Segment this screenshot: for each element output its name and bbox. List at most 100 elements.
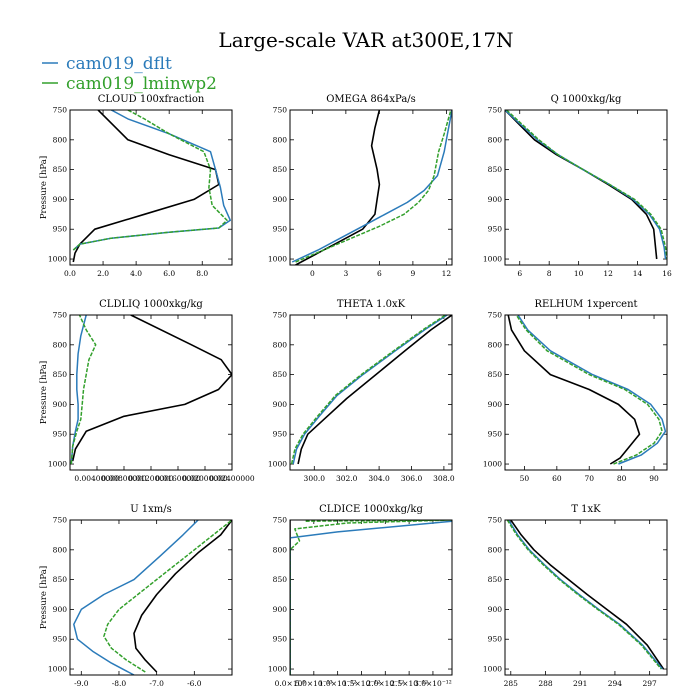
x-tick-label: 4.0 [130,269,142,278]
plot-frame [69,109,233,266]
y-tick-label: 950 [53,430,68,439]
x-tick-label: 70 [584,474,594,483]
y-tick-label: 800 [53,340,68,349]
panel-8: CLDICE 1000xkg/kg 750 800 850 900 950 1000 0.0×… [268,504,453,688]
y-tick-label: 950 [273,225,288,234]
y-tick-label: 900 [273,605,288,614]
x-tick-label: 3.0×10⁻¹² [414,679,452,688]
series-group [70,315,232,465]
series-line-dflt [292,315,448,465]
y-tick-label: 950 [53,225,68,234]
series-group [72,110,232,263]
series-line-ref [507,315,641,465]
x-tick-label: 60 [552,474,562,483]
y-tick-label: 800 [53,545,68,554]
panel-5: THETA 1.0xK 750 800 850 900 950 1000 300.0 302.0… [268,299,455,483]
series-line-ref [72,110,220,263]
x-tick-label: 1.0×10⁻¹² [319,679,357,688]
x-tick-label: -8.0 [112,679,127,688]
x-tick-label: 302.0 [336,474,358,483]
panel-title: THETA 1.0xK [337,299,406,310]
x-tick-label: 14 [633,269,643,278]
series-line-lminwp2 [505,110,667,260]
panel-title: CLDLIQ 1000xkg/kg [99,299,203,310]
x-tick-label: 16 [662,269,672,278]
y-axis-label: Pressure [hPa] [39,156,49,219]
plot-frame [504,314,668,471]
panels: CLOUD 100xfraction75080085090095010000.0… [39,94,672,688]
figure-title: Large-scale VAR at300E,17N [218,28,513,52]
y-tick-label: 950 [488,225,503,234]
x-tick-label: 0.0×10⁰ [275,679,306,688]
series-line-lminwp2 [72,110,228,251]
panel-2: OMEGA 864xPa/s 750 800 850 900 950 1000 0 3 6 9 12 [268,94,453,278]
x-tick-label: 8.0 [196,269,208,278]
y-tick-label: 750 [273,311,288,320]
y-tick-label: 900 [273,195,288,204]
x-tick-label: 0.00400000 [74,474,120,483]
y-tick-label: 850 [53,165,68,174]
y-tick-label: 750 [273,516,288,525]
series-line-ref [71,315,232,462]
x-tick-label: 50 [520,474,530,483]
y-tick-label: 1000 [48,460,67,469]
y-tick-label: 800 [488,340,503,349]
y-tick-label: 850 [53,575,68,584]
series-line-dflt [73,520,199,675]
series-line-dflt [517,315,667,465]
panel-title: T 1xK [571,504,601,515]
panel-3: Q 1000xkg/kg 750 800 850 900 950 1000 6 8 10 12 14 1… [483,94,672,278]
panel-6: RELHUM 1xpercent 750 800 850 900 950 1000 50 60 7… [483,299,668,483]
y-axis-label: Pressure [hPa] [39,361,49,424]
y-tick-label: 900 [273,400,288,409]
series-group [506,520,665,670]
legend: cam019_dflt cam019_lminwp2 [42,54,217,94]
y-tick-label: 850 [488,370,503,379]
series-group [291,110,452,265]
y-tick-label: 850 [273,165,288,174]
series-line-ref [133,520,232,673]
series-line-dflt [505,110,667,260]
x-tick-label: 0.02400000 [209,474,255,483]
x-tick-label: 294 [608,679,623,688]
series-group [73,520,232,675]
y-tick-label: 750 [273,106,288,115]
x-tick-label: -9.0 [74,679,89,688]
y-tick-label: 750 [53,516,68,525]
x-tick-label: 3 [343,269,348,278]
x-tick-label: 297 [642,679,657,688]
y-tick-label: 750 [488,311,503,320]
y-tick-label: 800 [53,135,68,144]
series-line-lminwp2 [506,520,662,670]
series-group [290,315,452,465]
y-tick-label: 850 [53,370,68,379]
series-line-lminwp2 [103,520,232,673]
series-line-ref [297,315,452,465]
y-tick-label: 950 [273,430,288,439]
x-tick-label: 90 [649,474,659,483]
series-group [507,315,667,465]
x-tick-label: 0.02000000 [182,474,228,483]
y-tick-label: 900 [488,400,503,409]
y-tick-label: 950 [488,635,503,644]
x-tick-label: 9 [411,269,416,278]
series-line-lminwp2 [290,520,452,675]
plot-frame [289,109,453,266]
x-tick-label: 1.5×10⁻¹² [343,679,381,688]
panel-7: U 1xm/s 750 800 850 900 950 1000 -9.0 -8.0 -7.0 -6… [39,504,233,688]
legend-label-dflt: cam019_dflt [66,54,172,74]
x-tick-label: 291 [573,679,587,688]
panel-4: CLDLIQ 1000xkg/kg 750 800 850 900 950 1000 0.00… [39,299,255,483]
series-line-ref [505,110,658,260]
x-tick-label: 288 [538,679,553,688]
x-tick-label: 306.0 [401,474,423,483]
x-tick-label: -7.0 [149,679,164,688]
panel-title: RELHUM 1xpercent [534,299,637,310]
plot-frame [504,109,668,266]
y-tick-label: 1000 [483,665,502,674]
y-axis-label: Pressure [hPa] [39,566,49,629]
y-tick-label: 750 [53,106,68,115]
series-line-lminwp2 [515,315,663,465]
